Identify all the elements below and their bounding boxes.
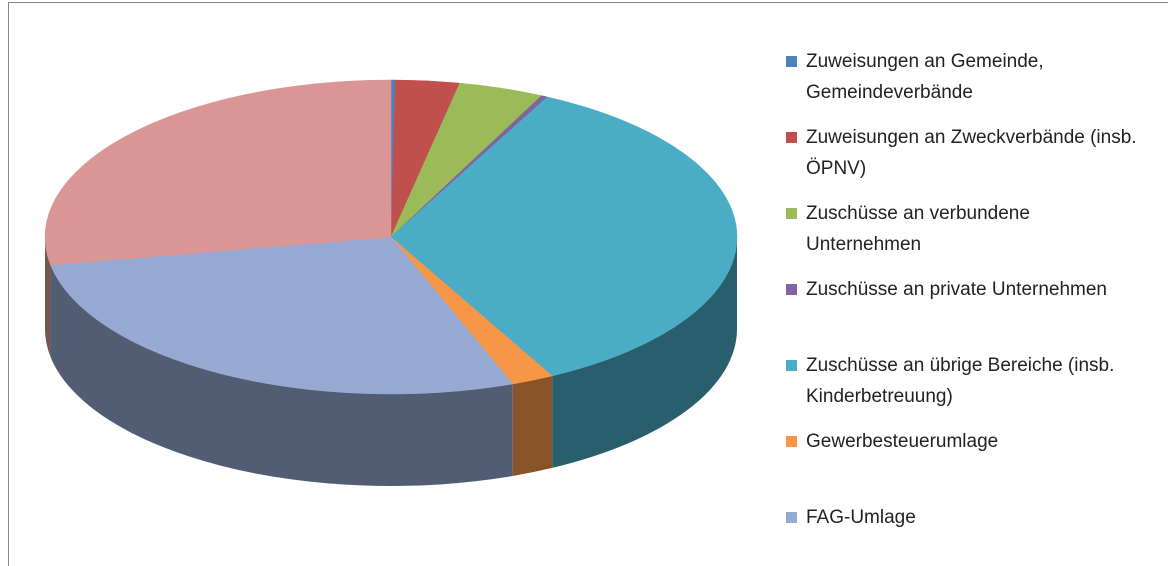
legend-swatch: [786, 56, 797, 67]
legend-item: Zuschüsse an private Unternehmen: [786, 274, 1146, 305]
legend-item: Zuschüsse an übrige Bereiche (insb. Kind…: [786, 350, 1146, 412]
legend-item: Zuschüsse an verbundene Unternehmen: [786, 198, 1146, 260]
legend-label: Zuschüsse an übrige Bereiche (insb. Kind…: [806, 355, 1115, 407]
legend-label: Gewerbesteuerumlage: [806, 431, 999, 452]
legend-item: FAG-Umlage: [786, 502, 1146, 533]
legend-swatch: [786, 360, 797, 371]
legend-label: Zuweisungen an Gemeinde, Gemeindeverbänd…: [806, 51, 1044, 103]
legend-label: Zuweisungen an Zweckverbände (insb. ÖPNV…: [806, 127, 1137, 179]
legend-swatch: [786, 512, 797, 523]
legend-label: FAG-Umlage: [806, 507, 916, 528]
slice-side: [50, 265, 513, 486]
legend-item: Zuweisungen an Gemeinde, Gemeindeverbänd…: [786, 46, 1146, 108]
legend-item: Zuweisungen an Zweckverbände (insb. ÖPNV…: [786, 122, 1146, 184]
legend-swatch: [786, 284, 797, 295]
slice: [44, 79, 392, 266]
slice: [390, 96, 738, 377]
legend-swatch: [786, 436, 797, 447]
legend-label: Zuschüsse an private Unternehmen: [806, 279, 1107, 300]
slice: [50, 236, 514, 395]
chart-border: [8, 2, 1168, 566]
slice-side: [552, 237, 737, 468]
slice-side: [512, 375, 553, 476]
legend-label: Zuschüsse an verbundene Unternehmen: [806, 203, 1030, 255]
legend-swatch: [786, 208, 797, 219]
slice-side: [45, 237, 51, 358]
legend-swatch: [786, 132, 797, 143]
legend-item: Gewerbesteuerumlage: [786, 426, 1146, 457]
